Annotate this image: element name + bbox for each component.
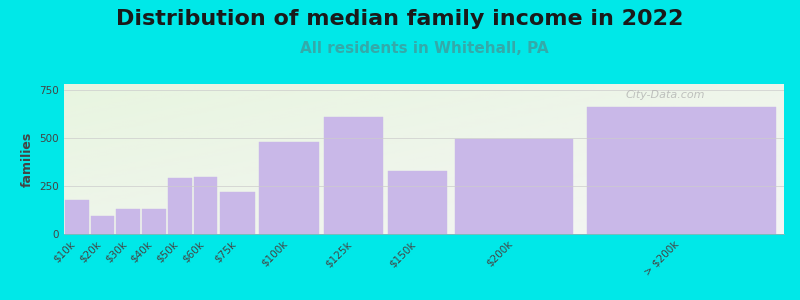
Bar <box>90 216 114 234</box>
Title: All residents in Whitehall, PA: All residents in Whitehall, PA <box>300 41 548 56</box>
Bar <box>142 209 166 234</box>
Bar <box>65 200 89 234</box>
Bar <box>586 107 776 234</box>
Text: Distribution of median family income in 2022: Distribution of median family income in … <box>116 9 684 29</box>
Y-axis label: families: families <box>21 131 34 187</box>
Bar <box>220 192 255 234</box>
Bar <box>388 170 447 234</box>
Bar <box>117 209 140 234</box>
Text: City-Data.com: City-Data.com <box>626 90 705 100</box>
Bar <box>455 139 573 234</box>
Bar <box>194 177 218 234</box>
Bar <box>168 178 191 234</box>
Bar <box>259 142 318 234</box>
Bar <box>324 117 383 234</box>
